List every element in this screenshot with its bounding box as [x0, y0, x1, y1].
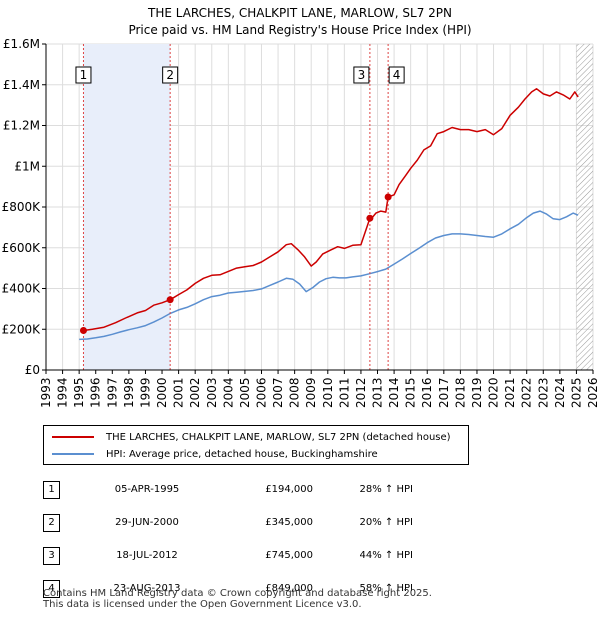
y-tick-label: £1.4M [3, 78, 40, 92]
transactions-table: 1 05-APR-1995 £194,000 28% ↑ HPI 2 29-JU… [43, 473, 413, 605]
x-tick-label: 1995 [72, 377, 86, 408]
sale-marker-label: 1 [80, 68, 88, 82]
sale-date: 29-JUN-2000 [115, 517, 179, 528]
x-tick-label: 2018 [453, 377, 467, 408]
x-tick-label: 2012 [354, 377, 368, 408]
x-tick-label: 2013 [371, 377, 385, 408]
footer: Contains HM Land Registry data © Crown c… [43, 588, 432, 610]
x-tick-label: 1994 [56, 377, 70, 408]
x-tick-label: 2020 [487, 377, 501, 408]
x-tick-label: 2014 [387, 377, 401, 408]
future-hatch [576, 44, 593, 370]
marker-badge: 1 [43, 480, 60, 499]
shaded-regions [83, 44, 593, 370]
x-tick-label: 1997 [105, 377, 119, 408]
marker-badge: 3 [43, 546, 60, 565]
x-tick-label: 2002 [188, 377, 202, 408]
x-tick-label: 1993 [39, 377, 53, 408]
markers: 1 2 3 4 [75, 44, 405, 370]
sale-marker-box [353, 66, 370, 84]
sale-hpi: 28% ↑ HPI [359, 484, 413, 495]
x-tick-label: 2024 [553, 377, 567, 408]
x-tick-label: 2000 [155, 377, 169, 408]
sale-marker-box [388, 66, 405, 84]
sale-marker-box [75, 66, 92, 84]
axes: £0 £200K £400K £600K £800K £1M £1.2M £1.4M £1.6M… [2, 37, 600, 408]
x-tick-label: 2011 [337, 377, 351, 408]
y-tick-label: £200K [2, 322, 42, 336]
y-tick-label: £800K [2, 200, 42, 214]
table-row: 3 18-JUL-2012 £745,000 44% ↑ HPI [43, 539, 413, 572]
x-tick-label: 2004 [221, 377, 235, 408]
sale-point [384, 193, 392, 201]
sale-price: £745,000 [265, 550, 313, 561]
legend-item-property: THE LARCHES, CHALKPIT LANE, MARLOW, SL7 … [52, 429, 451, 445]
x-tick-label: 2015 [404, 377, 418, 408]
legend-item-hpi: HPI: Average price, detached house, Buck… [52, 446, 378, 462]
sale-price: £194,000 [265, 484, 313, 495]
sale-point [166, 296, 174, 304]
footer-line-2: This data is licensed under the Open Gov… [43, 599, 362, 610]
sale-price: £345,000 [265, 517, 313, 528]
legend: THE LARCHES, CHALKPIT LANE, MARLOW, SL7 … [43, 425, 469, 465]
sale-point [366, 214, 374, 222]
y-tick-label: £600K [2, 241, 42, 255]
sale-marker-box [162, 66, 179, 84]
x-tick-label: 2025 [569, 377, 583, 408]
sale-date: 05-APR-1995 [114, 484, 180, 495]
x-tick-label: 2022 [520, 377, 534, 408]
sale-date: 18-JUL-2012 [116, 550, 178, 561]
x-tick-label: 2010 [321, 377, 335, 408]
title-line-1: THE LARCHES, CHALKPIT LANE, MARLOW, SL7 … [147, 6, 453, 20]
x-tick-label: 2026 [586, 377, 600, 408]
sale-price: £849,000 [265, 583, 313, 594]
series-line-hpi [79, 210, 579, 341]
table-row: 2 29-JUN-2000 £345,000 20% ↑ HPI [43, 506, 413, 539]
table-row: 1 05-APR-1995 £194,000 28% ↑ HPI [43, 473, 413, 506]
legend-label-hpi: HPI: Average price, detached house, Buck… [106, 448, 378, 460]
x-tick-label: 1999 [138, 377, 152, 408]
y-tick-label: £1M [14, 159, 40, 173]
x-tick-label: 2007 [271, 377, 285, 408]
footer-line-1: Contains HM Land Registry data © Crown c… [43, 588, 432, 599]
y-tick-label: £1.2M [3, 119, 40, 133]
y-tick-label: £400K [2, 282, 42, 296]
x-tick-label: 1998 [122, 377, 136, 408]
sale-hpi: 58% ↑ HPI [359, 583, 413, 594]
x-tick-label: 2019 [470, 377, 484, 408]
chart-title: THE LARCHES, CHALKPIT LANE, MARLOW, SL7 … [0, 5, 600, 39]
x-tick-label: 2023 [536, 377, 550, 408]
legend-line-property [52, 436, 94, 438]
x-tick-label: 2003 [205, 377, 219, 408]
series-line-property [83, 88, 579, 332]
price-chart: 1 2 3 4 £0 £200K £400K £600K £800K £1M £1.2M £1.4M… [2, 37, 600, 408]
shaded-period [83, 44, 171, 370]
sale-point [79, 326, 87, 334]
x-tick-label: 2005 [238, 377, 252, 408]
marker-badge: 2 [43, 513, 60, 532]
x-tick-label: 2001 [172, 377, 186, 408]
y-tick-label: £0 [25, 363, 40, 377]
x-tick-label: 2009 [304, 377, 318, 408]
x-tick-label: 2016 [420, 377, 434, 408]
y-tick-label: £1.6M [3, 37, 40, 51]
sale-marker-label: 3 [358, 68, 366, 82]
sale-hpi: 44% ↑ HPI [359, 550, 413, 561]
title-line-2: Price paid vs. HM Land Registry's House … [128, 23, 472, 37]
sale-date: 23-AUG-2013 [113, 583, 181, 594]
marker-badge: 4 [43, 579, 60, 598]
x-tick-label: 2006 [254, 377, 268, 408]
x-tick-label: 2017 [437, 377, 451, 408]
table-row: 4 23-AUG-2013 £849,000 58% ↑ HPI [43, 572, 413, 605]
x-tick-label: 2021 [503, 377, 517, 408]
legend-label-property: THE LARCHES, CHALKPIT LANE, MARLOW, SL7 … [106, 431, 451, 443]
sale-hpi: 20% ↑ HPI [359, 517, 413, 528]
sale-marker-label: 2 [166, 68, 174, 82]
x-tick-label: 2008 [288, 377, 302, 408]
series [79, 88, 579, 341]
legend-line-hpi [52, 453, 94, 455]
sale-marker-label: 4 [393, 68, 401, 82]
x-tick-label: 1996 [89, 377, 103, 408]
